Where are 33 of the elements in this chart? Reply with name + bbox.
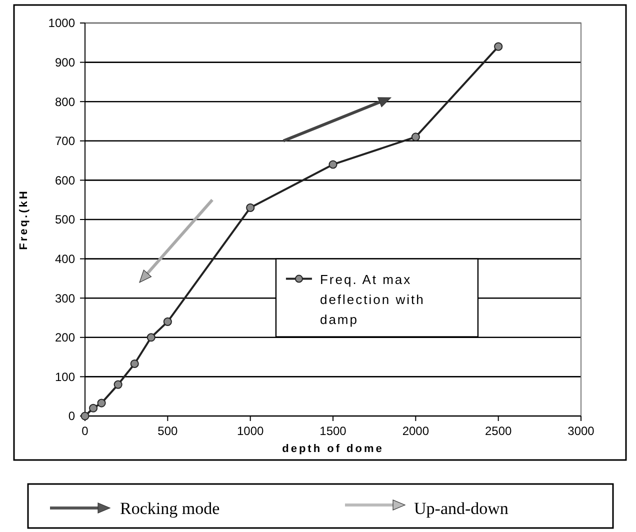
point (97, 398, 106, 408)
y-tick-label: 1000 (48, 16, 76, 30)
y-tick-label: 200 (54, 330, 76, 345)
point (411, 132, 420, 142)
point (88, 404, 98, 412)
x-tick-label: 1000 (236, 424, 264, 438)
point (146, 333, 156, 342)
x-tick-label: 1500 (320, 424, 347, 438)
x-tick-label: 2000 (402, 424, 430, 438)
x-tick-label: 3000 (568, 424, 595, 438)
x-tick-label: 2500 (484, 424, 512, 438)
y-tick-label: 900 (54, 56, 76, 70)
point (130, 359, 139, 368)
x-axis-title: depth of dome (282, 443, 384, 455)
y-tick-label: 500 (54, 212, 76, 227)
y-tick-label: 600 (54, 173, 76, 188)
y-tick-label: 0 (68, 409, 76, 424)
text: Rocking mode (120, 499, 220, 518)
point (163, 317, 172, 326)
point (328, 160, 338, 169)
y-tick-label: 300 (54, 291, 76, 306)
text: Up-and-down (414, 499, 509, 518)
y-tick-label: 700 (54, 134, 76, 148)
legend-label: Freq. At max deflection with damp (320, 272, 425, 327)
y-axis-title: Freq.(kH (18, 189, 30, 250)
point (494, 42, 503, 51)
y-tick-label: 100 (54, 370, 76, 384)
x-tick-label: 500 (158, 424, 178, 438)
point (246, 203, 255, 212)
y-tick-label: 800 (54, 94, 76, 109)
x-tick-label: 0 (82, 424, 89, 438)
y-tick-label: 400 (54, 252, 76, 266)
point (114, 380, 122, 389)
